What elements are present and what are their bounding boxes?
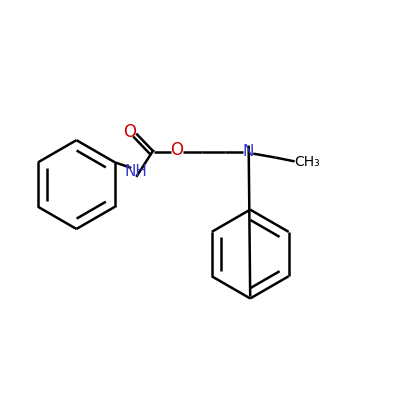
Text: O: O <box>170 141 183 159</box>
Text: CH₃: CH₃ <box>294 155 320 169</box>
Text: O: O <box>123 123 136 141</box>
Text: N: N <box>242 144 254 159</box>
Text: NH: NH <box>125 164 148 178</box>
